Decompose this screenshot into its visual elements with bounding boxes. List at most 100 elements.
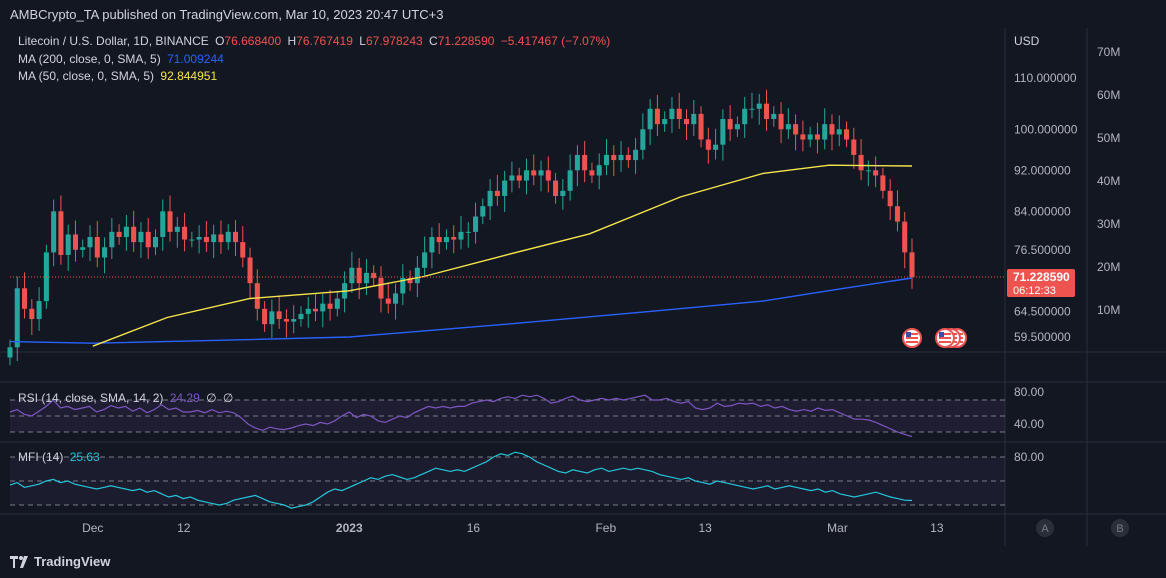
candle-body xyxy=(662,119,668,125)
candle-body xyxy=(102,247,108,258)
candle xyxy=(778,102,784,144)
candle-body xyxy=(298,313,304,320)
candle xyxy=(822,108,828,150)
candle xyxy=(785,108,791,140)
volume-tick-label: 40M xyxy=(1097,174,1120,188)
us-flag-event-icon[interactable] xyxy=(935,328,955,348)
candle-body xyxy=(356,267,362,284)
flag-stripe xyxy=(939,341,951,343)
candle xyxy=(829,114,835,151)
candle-body xyxy=(80,247,86,250)
candle xyxy=(894,190,900,232)
legend-ma200[interactable]: MA (200, close, 0, SMA, 5) 71.009244 xyxy=(18,52,227,66)
candle-body xyxy=(320,303,326,312)
candle-body xyxy=(676,108,682,120)
legend-rsi[interactable]: RSI (14, close, SMA, 14, 2) 24.29 ∅ ∅ xyxy=(18,391,236,405)
candle xyxy=(116,224,122,245)
event-badges[interactable] xyxy=(902,328,967,348)
ma200-value: 71.009244 xyxy=(167,52,224,66)
candle xyxy=(873,156,879,188)
scale-button-a-label: A xyxy=(1041,523,1049,535)
candle xyxy=(596,153,602,190)
candle-body xyxy=(531,170,537,176)
candle-body xyxy=(65,234,71,255)
mfi-line xyxy=(9,451,913,509)
candle-body xyxy=(603,154,610,166)
candle xyxy=(240,226,246,268)
candle xyxy=(7,339,13,366)
countdown-label: 06:12:33 xyxy=(1013,285,1056,297)
legend-symbol: Litecoin / U.S. Dollar, 1D, BINANCE xyxy=(18,34,209,48)
candle xyxy=(327,289,333,321)
tradingview-logo[interactable]: TradingView xyxy=(10,554,110,569)
candle xyxy=(443,229,449,250)
candle xyxy=(371,265,377,286)
candle xyxy=(734,116,740,137)
candle xyxy=(131,210,137,252)
candle-body xyxy=(516,175,522,181)
candle-body xyxy=(109,231,115,248)
candle-body xyxy=(822,124,828,140)
ma50-value: 92.844951 xyxy=(160,69,218,83)
candle-body xyxy=(851,139,857,155)
candle xyxy=(887,179,893,221)
us-flag-event-icon[interactable] xyxy=(902,328,922,348)
candle xyxy=(196,225,202,254)
candle xyxy=(393,283,399,320)
legend-ma50[interactable]: MA (50, close, 0, SMA, 5) 92.844951 xyxy=(18,69,220,83)
publisher-bar: AMBCrypto_TA published on TradingView.co… xyxy=(0,0,1166,28)
candle xyxy=(720,109,726,161)
legend-close-value: 71.228590 xyxy=(437,34,495,48)
ma50-line xyxy=(92,164,913,347)
rsi-value: 24.29 xyxy=(169,391,200,405)
candle xyxy=(94,221,100,268)
candle-body xyxy=(94,236,100,258)
legend-high-value: 76.767419 xyxy=(296,34,353,48)
legend-mfi[interactable]: MFI (14) 25.63 xyxy=(18,450,103,464)
rsi-tick-label: 40.00 xyxy=(1014,417,1044,431)
candle-body xyxy=(734,124,740,130)
candle-body xyxy=(487,190,493,207)
time-tick-label: 2023 xyxy=(336,521,363,535)
candle-body xyxy=(494,190,500,196)
rsi-tick-label: 80.00 xyxy=(1014,385,1044,399)
candle xyxy=(189,231,195,248)
candle-body xyxy=(269,311,275,325)
candle xyxy=(14,276,20,362)
axes: USD 110.000000 100.000000 92.000000 84.00000… xyxy=(82,34,1129,537)
candle-body xyxy=(312,308,319,312)
candle xyxy=(218,220,224,254)
candle-body xyxy=(436,236,442,243)
candle-body xyxy=(880,175,886,191)
candle-body xyxy=(218,234,224,243)
candle xyxy=(902,211,908,269)
candle-body xyxy=(371,272,377,279)
candle-body xyxy=(72,234,78,250)
volume-tick-label: 50M xyxy=(1097,131,1120,145)
volume-tick-label: 70M xyxy=(1097,45,1120,59)
candle xyxy=(334,290,340,317)
candle xyxy=(494,174,500,206)
legend-change: −5.417467 (−7.07%) xyxy=(500,34,611,48)
scale-button-b[interactable] xyxy=(1111,519,1129,537)
candle-body xyxy=(691,113,697,125)
candle-body xyxy=(465,231,471,233)
candle xyxy=(531,154,537,186)
legend-low-label: L xyxy=(359,34,366,48)
candle xyxy=(487,179,493,221)
candle xyxy=(800,120,806,152)
candle xyxy=(516,167,522,189)
candle-body xyxy=(538,170,544,176)
candle-body xyxy=(167,211,173,232)
candle xyxy=(814,122,820,154)
candle xyxy=(844,121,850,148)
candle-body xyxy=(22,288,28,309)
candle-body xyxy=(669,108,675,120)
candle-body xyxy=(560,190,566,196)
candles xyxy=(7,89,915,366)
scale-button-a[interactable] xyxy=(1036,519,1054,537)
flag-canton xyxy=(906,332,911,337)
ma-lines xyxy=(9,164,1005,347)
candle-body xyxy=(349,267,355,284)
